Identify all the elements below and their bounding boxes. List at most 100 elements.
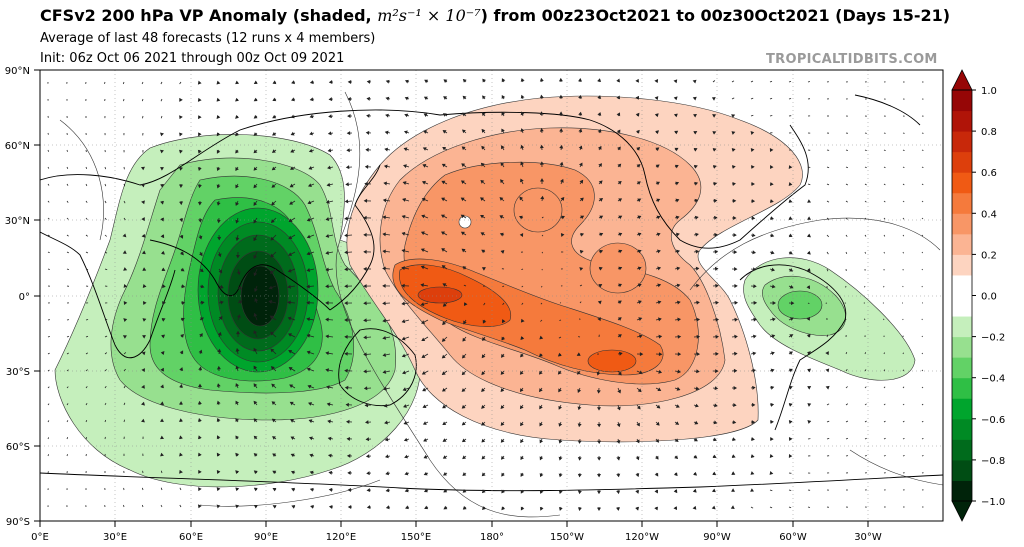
wind-vector-head: [636, 164, 641, 168]
wind-vector-head: [539, 456, 544, 461]
wind-vector: [123, 352, 127, 355]
wind-vector-head: [732, 437, 736, 442]
wind-vector-head: [558, 456, 563, 461]
wind-vector-head: [462, 472, 467, 476]
wind-vector-head: [271, 166, 276, 171]
wind-vector-head: [674, 147, 679, 152]
wind-vector-head: [404, 488, 409, 493]
wind-vector-head: [307, 183, 312, 188]
wind-vector-head: [558, 77, 563, 82]
wind-vector-head: [713, 181, 718, 186]
wind-vector-head: [308, 436, 313, 441]
wind-vector-head: [753, 317, 757, 322]
wind-vector-head: [658, 334, 663, 339]
wind-vector-head: [714, 215, 718, 220]
wind-vector-head: [715, 369, 719, 374]
wind-vector: [66, 268, 70, 270]
wind-vector-head: [806, 268, 811, 272]
wind-vector-head: [656, 404, 661, 409]
wind-vector-head: [122, 233, 127, 238]
wind-vector-head: [200, 284, 205, 289]
wind-vector-head: [520, 422, 524, 427]
wind-vector-head: [482, 78, 487, 83]
colorbar-tick-label: 0.4: [981, 209, 997, 220]
wind-vector-head: [599, 215, 604, 220]
wind-vector-head: [197, 400, 202, 405]
wind-vector-head: [520, 178, 524, 183]
wind-vector-head: [160, 384, 164, 389]
wind-vector-head: [695, 232, 699, 237]
wind-vector-head: [481, 421, 486, 426]
wind-vector-head: [499, 197, 504, 201]
wind-vector-head: [481, 405, 485, 409]
wind-vector-head: [696, 300, 700, 305]
wind-vector-head: [636, 129, 640, 134]
wind-vector: [47, 454, 49, 457]
wind-vector-head: [539, 111, 544, 116]
wind-vector: [883, 234, 886, 237]
wind-vector-head: [596, 407, 602, 411]
wind-vector-head: [347, 488, 352, 493]
wind-vector: [104, 369, 107, 372]
wind-vector-head: [218, 316, 223, 320]
wind-vector-head: [788, 385, 793, 390]
wind-vector-head: [481, 112, 486, 117]
wind-vector-head: [161, 267, 166, 272]
wind-vector-head: [618, 266, 623, 271]
wind-vector-head: [253, 312, 258, 317]
wind-vector: [85, 234, 88, 237]
wind-vector: [47, 234, 50, 237]
wind-vector: [541, 251, 544, 254]
wind-vector-head: [460, 180, 465, 185]
wind-vector-head: [235, 330, 241, 335]
wind-vector-head: [253, 418, 258, 423]
wind-vector-head: [461, 388, 466, 392]
wind-vector-head: [235, 487, 240, 492]
wind-vector-head: [235, 400, 240, 405]
colorbar-band: [952, 90, 972, 112]
wind-vector-head: [366, 96, 370, 101]
wind-vector-head: [327, 148, 332, 153]
wind-vector-head: [520, 439, 524, 444]
wind-vector-head: [673, 506, 678, 511]
wind-vector-head: [178, 167, 183, 171]
wind-vector-head: [403, 437, 408, 442]
wind-vector-head: [197, 149, 202, 154]
wind-vector-head: [363, 284, 367, 289]
wind-vector-head: [577, 490, 582, 495]
wind-vector-head: [421, 354, 426, 358]
wind-vector-head: [770, 182, 774, 187]
wind-vector-head: [501, 95, 506, 99]
wind-vector: [921, 335, 923, 338]
wind-vector-head: [327, 165, 331, 170]
wind-vector-head: [461, 438, 466, 443]
wind-vector-head: [421, 337, 426, 342]
wind-vector-head: [306, 367, 311, 372]
wind-vector-head: [309, 114, 314, 119]
wind-vector-head: [423, 438, 428, 442]
wind-vector-head: [384, 437, 389, 442]
wind-vector: [902, 234, 905, 237]
contour-pos-0.4-north: [513, 187, 563, 233]
wind-vector-head: [235, 80, 240, 85]
wind-vector-head: [364, 181, 368, 186]
wind-vector-head: [750, 471, 755, 475]
wind-vector-head: [326, 402, 331, 407]
wind-vector-head: [290, 149, 295, 153]
wind-vector-head: [179, 115, 183, 120]
wind-vector-head: [673, 489, 678, 494]
lon-tick-60e: 60°E: [179, 532, 203, 543]
wind-vector-head: [328, 97, 333, 102]
colorbar-extend-min: [951, 500, 973, 522]
wind-vector-head: [734, 284, 738, 289]
wind-vector-head: [179, 132, 183, 137]
colorbar-band: [952, 459, 972, 481]
wind-vector-head: [636, 422, 640, 427]
title-suffix: ) from 00z23Oct2021 to 00z30Oct2021 (Day…: [480, 6, 951, 25]
map-title: CFSv2 200 hPa VP Anomaly (shaded, m²s⁻¹ …: [40, 6, 950, 25]
wind-vector-head: [216, 400, 221, 405]
wind-vector: [883, 251, 885, 254]
wind-vector-head: [695, 249, 700, 254]
wind-vector-head: [598, 266, 603, 271]
wind-vector: [579, 301, 582, 304]
